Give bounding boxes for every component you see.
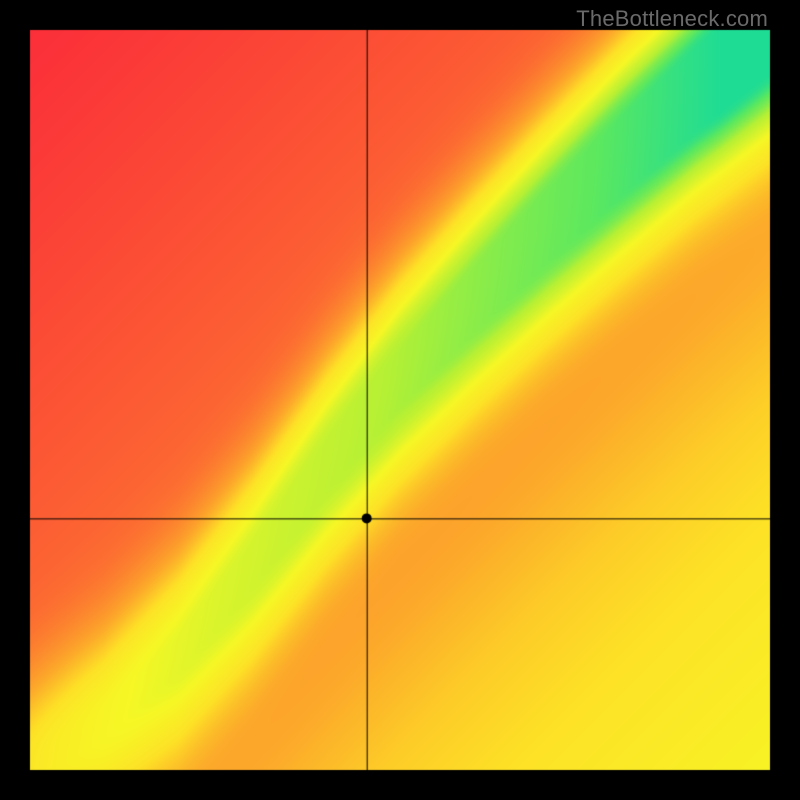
watermark-text: TheBottleneck.com	[576, 6, 768, 32]
bottleneck-heatmap	[0, 0, 800, 800]
